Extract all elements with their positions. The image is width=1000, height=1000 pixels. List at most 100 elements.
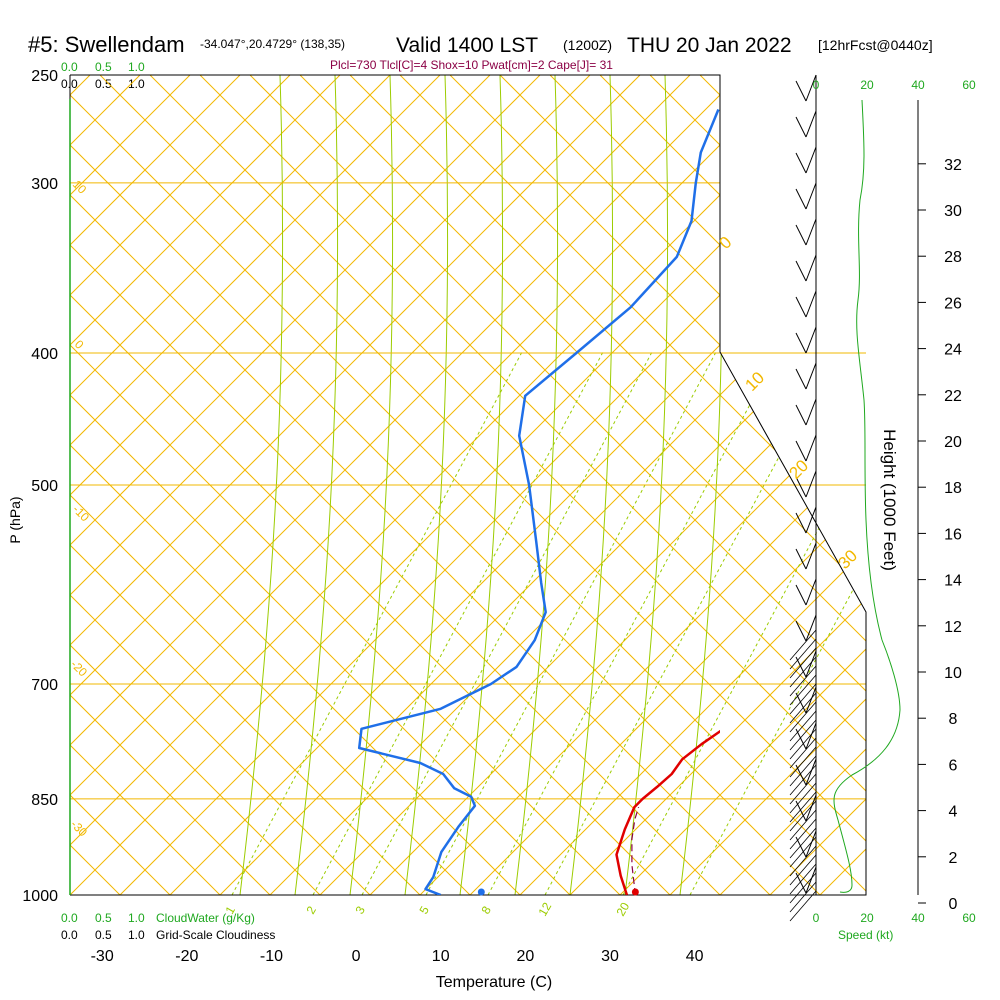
dry-adiabat-line — [70, 75, 171, 895]
height-tick-label: 12 — [944, 619, 962, 636]
cloudiness-top-1: 0.5 — [95, 77, 112, 91]
wind-barb — [795, 362, 817, 390]
sounding-traces — [357, 109, 720, 896]
dry-adiabat-line — [70, 75, 771, 895]
isotherm-line — [70, 75, 866, 895]
wind-barb — [789, 737, 817, 769]
cloudiness-bottom-2: 1.0 — [128, 928, 145, 942]
wind-barb — [789, 881, 817, 913]
isotherm-line — [70, 75, 221, 895]
height-tick-label: 20 — [944, 434, 962, 451]
moist-adiabat-line — [624, 75, 669, 895]
height-tick-label: 26 — [944, 295, 962, 312]
height-tick-label: 8 — [949, 711, 958, 728]
wind-barb — [789, 773, 817, 805]
wind-barb — [789, 872, 817, 904]
mixing-ratio-labels: 1 2 3 5 8 12 20 — [222, 900, 632, 919]
height-tick-label: 18 — [944, 480, 962, 497]
pressure-tick-label: 300 — [31, 176, 58, 193]
station-title: #5: Swellendam — [28, 32, 185, 57]
dewpoint-trace — [357, 109, 720, 895]
wind-barb — [795, 218, 817, 246]
dry-adiabat-line — [70, 75, 866, 895]
wind-barb — [795, 506, 817, 534]
dry-adiabat-line — [70, 75, 866, 895]
wind-barb — [789, 665, 817, 697]
pressure-tick-label: 500 — [31, 478, 58, 495]
cloud-water-bottom-1: 0.5 — [95, 911, 112, 925]
isotherm-line — [70, 75, 121, 895]
speed-bottom-60: 60 — [962, 911, 976, 925]
speed-top-20: 20 — [860, 78, 874, 92]
wind-barb — [795, 470, 817, 498]
dry-adiabat-line — [369, 75, 866, 895]
wind-speed-profile — [833, 99, 901, 893]
sounding-indices: Plcl=730 Tlcl[C]=4 Shox=10 Pwat[cm]=2 Ca… — [330, 58, 613, 72]
isotherm-label-10-left: 10 — [70, 177, 90, 197]
mixing-ratio-label-8: 8 — [478, 903, 494, 916]
moist-adiabat-line — [569, 75, 614, 895]
isotherm-line — [70, 75, 866, 895]
wind-barb — [795, 542, 817, 570]
wind-barb — [789, 818, 817, 850]
height-tick-label: 6 — [949, 757, 958, 774]
height-tick-label: 4 — [949, 804, 958, 821]
moist-adiabat-line — [294, 75, 339, 895]
speed-top-40: 40 — [911, 78, 925, 92]
dry-adiabat-line — [219, 75, 866, 895]
wind-barb — [789, 764, 817, 796]
wind-barb — [795, 722, 817, 750]
height-tick-label: 2 — [949, 850, 958, 867]
speed-top-0: 0 — [813, 78, 820, 92]
height-tick-label: 28 — [944, 249, 962, 266]
temperature-tick-label: 20 — [516, 948, 534, 965]
mixing-ratio-line — [622, 351, 866, 895]
wind-barb — [795, 614, 817, 642]
mixing-ratio-line — [487, 351, 779, 895]
dry-adiabat-line — [70, 75, 321, 895]
wind-barb — [789, 710, 817, 742]
cloudiness-bottom-1: 0.5 — [95, 928, 112, 942]
isotherm-label-20-right: 20 — [785, 456, 812, 483]
plot-frame — [69, 74, 867, 896]
cloud-water-bottom-2: 1.0 — [128, 911, 145, 925]
temperature-tick-label: 10 — [432, 948, 450, 965]
cloudiness-top-2: 1.0 — [128, 77, 145, 91]
dry-adiabat-line — [70, 75, 121, 895]
isotherm-line — [70, 75, 271, 895]
wind-barb — [789, 674, 817, 706]
wind-barb — [789, 683, 817, 715]
pressure-axis: 250 300 400 500 700 850 1000 — [22, 68, 58, 905]
speed-bottom-0: 0 — [813, 911, 820, 925]
dry-adiabat-line — [519, 75, 866, 895]
dry-adiabat-line — [70, 75, 271, 895]
dry-adiabat-line — [70, 75, 421, 895]
mixing-ratio-label-20: 20 — [613, 900, 632, 919]
mixing-ratio-line — [361, 351, 653, 895]
wind-barb — [795, 578, 817, 606]
cloudiness-bottom-0: 0.0 — [61, 928, 78, 942]
wind-barb — [795, 434, 817, 462]
isotherm-line — [0, 0, 20, 895]
isotherm-label-30-right: 30 — [834, 546, 861, 573]
pressure-tick-label: 700 — [31, 677, 58, 694]
mixing-ratio-label-3: 3 — [352, 903, 368, 916]
speed-top-60: 60 — [962, 78, 976, 92]
isotherm-line — [419, 75, 866, 895]
isotherm-line — [369, 75, 866, 895]
isotherm-line — [819, 75, 866, 895]
isotherm-label-minus10-left: -10 — [70, 502, 92, 524]
wind-barb — [795, 110, 817, 138]
wind-speed-line — [833, 99, 901, 893]
moist-adiabat-line — [349, 75, 394, 895]
isotherm-line — [70, 75, 421, 895]
isotherm-label-minus30-left: -30 — [68, 817, 90, 839]
wind-barb — [795, 74, 817, 102]
dry-adiabat-line — [70, 75, 571, 895]
wind-barb — [789, 854, 817, 886]
height-tick-label: 14 — [944, 573, 962, 590]
wind-barb — [789, 827, 817, 859]
pressure-tick-label: 250 — [31, 68, 58, 85]
wind-barb — [789, 800, 817, 832]
